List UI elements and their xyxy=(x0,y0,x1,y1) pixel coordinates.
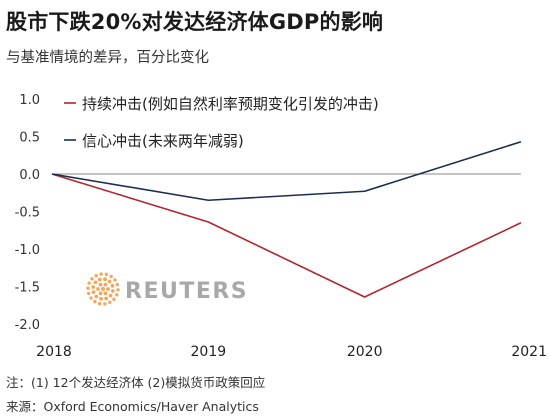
reuters-logo-dot xyxy=(99,272,103,276)
reuters-logo-dot xyxy=(110,289,115,293)
reuters-logo-dot xyxy=(110,283,115,288)
footnote-source: 来源：Oxford Economics/Haver Analytics xyxy=(6,399,259,414)
reuters-logo-dot xyxy=(90,277,94,281)
reuters-logo-dot xyxy=(97,301,102,306)
reuters-logo-dot xyxy=(91,290,96,295)
reuters-logo-dot xyxy=(115,282,120,287)
reuters-logo-dot xyxy=(106,287,110,291)
reuters-logo-dot xyxy=(116,288,120,292)
reuters-logo-dot xyxy=(112,297,116,301)
y-tick-label: -1.0 xyxy=(15,243,40,258)
reuters-logo-dot xyxy=(99,296,103,301)
reuters-logo-dot xyxy=(101,287,105,291)
reuters-logo-dot xyxy=(87,281,91,285)
y-tick-label: 0.0 xyxy=(19,168,40,183)
reuters-logo-dot xyxy=(115,293,119,297)
reuters-logo-dot xyxy=(109,274,113,279)
reuters-logo-dot xyxy=(108,293,113,298)
series-line-2 xyxy=(51,140,522,202)
series-line-1 xyxy=(51,173,522,298)
y-tick-label: 1.0 xyxy=(19,93,40,108)
chart-subtitle: 与基准情境的差异，百分比变化 xyxy=(6,50,209,66)
reuters-logo-dot xyxy=(103,302,107,306)
y-tick-label: -0.5 xyxy=(15,206,40,221)
legend-label-2: 信心冲击(未来两年减弱) xyxy=(82,132,244,150)
reuters-logo-dot xyxy=(91,285,96,289)
reuters-logo-dot xyxy=(94,273,98,278)
legend-label-1: 持续冲击(例如自然利率预期变化引发的冲击) xyxy=(82,95,379,113)
reuters-logo-dot xyxy=(93,299,97,304)
reuters-logo-dot xyxy=(98,282,103,287)
reuters-logo-dot xyxy=(103,282,108,287)
reuters-logo-dot xyxy=(96,287,100,291)
reuters-logo-dot xyxy=(94,294,99,299)
reuters-watermark: REUTERS xyxy=(125,279,248,304)
x-tick-label: 2018 xyxy=(36,344,72,360)
y-tick-label: 0.5 xyxy=(19,131,40,146)
y-tick-label: -1.5 xyxy=(15,281,40,296)
reuters-logo-dot xyxy=(107,279,112,284)
reuters-logo-dot xyxy=(93,280,98,285)
y-tick-label: -2.0 xyxy=(15,318,40,333)
x-tick-label: 2019 xyxy=(191,344,227,360)
reuters-logo-dot xyxy=(89,296,93,300)
x-tick-label: 2021 xyxy=(511,344,547,360)
reuters-logo-dot xyxy=(104,296,109,301)
chart-title: 股市下跌20%对发达经济体GDP的影响 xyxy=(6,10,384,34)
reuters-logo-dot xyxy=(98,291,103,296)
reuters-logo-dot xyxy=(104,272,109,277)
reuters-logo-dot xyxy=(113,278,117,282)
reuters-logo-dot xyxy=(108,300,112,305)
reuters-logo-dot xyxy=(103,291,108,296)
reuters-logo-dot xyxy=(86,291,91,296)
reuters-logo-dot xyxy=(86,286,90,290)
footnote-note: 注：(1) 12个发达经济体 (2)模拟货币政策回应 xyxy=(6,375,266,390)
x-tick-label: 2020 xyxy=(347,344,383,360)
reuters-logo-dot xyxy=(97,277,102,282)
reuters-logo-dot xyxy=(103,277,107,282)
